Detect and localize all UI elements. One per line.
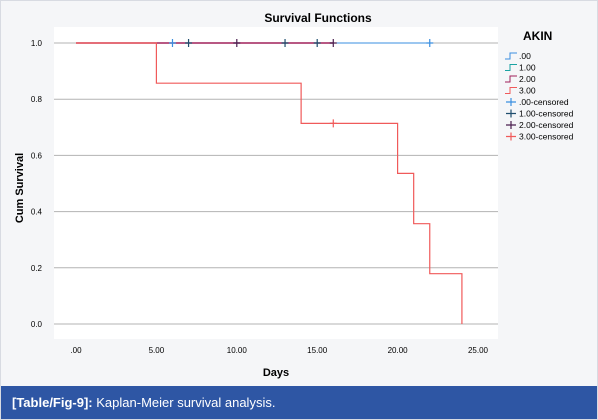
y-tick-label: 1.0 xyxy=(31,39,43,48)
censor-marker xyxy=(329,119,337,128)
legend-swatch xyxy=(506,98,516,106)
legend-label: 3.00-censored xyxy=(519,132,574,142)
legend-label: 3.00 xyxy=(519,86,536,96)
x-tick-labels: .00 5.00 10.00 15.00 20.00 25.00 xyxy=(70,346,488,355)
legend-label: 1.00-censored xyxy=(519,109,574,119)
y-tick-label: 0.4 xyxy=(31,208,43,217)
legend-title: AKIN xyxy=(523,29,552,43)
x-tick-label: .00 xyxy=(70,346,82,355)
x-tick-label: 15.00 xyxy=(307,346,328,355)
legend-label: .00-censored xyxy=(519,97,569,107)
y-axis-label: Cum Survival xyxy=(14,153,26,223)
legend-label: .00 xyxy=(519,51,531,61)
figure-caption: [Table/Fig-9]: Kaplan-Meier survival ana… xyxy=(1,386,597,419)
y-tick-label: 0.2 xyxy=(31,264,43,273)
censor-marker xyxy=(281,39,289,47)
legend-swatch xyxy=(505,87,517,94)
censor-marker xyxy=(185,39,193,47)
plot-area xyxy=(54,27,498,339)
censor-marker xyxy=(329,39,337,47)
y-tick-labels: 0.0 0.2 0.4 0.6 0.8 1.0 xyxy=(31,39,43,329)
y-tick-label: 0.6 xyxy=(31,151,43,160)
y-tick-label: 0.8 xyxy=(31,95,43,104)
caption-text: Kaplan-Meier survival analysis. xyxy=(96,395,276,410)
x-tick-label: 5.00 xyxy=(149,346,165,355)
chart-title: Survival Functions xyxy=(264,11,372,25)
censor-marker xyxy=(233,39,241,47)
legend-label: 1.00 xyxy=(519,63,536,73)
legend-swatch xyxy=(506,109,516,118)
legend-swatch xyxy=(506,121,516,129)
caption-label: [Table/Fig-9]: xyxy=(12,395,93,410)
series-lines xyxy=(76,42,463,324)
legend-swatch xyxy=(505,64,517,71)
series-line xyxy=(76,42,463,324)
legend-label: 2.00 xyxy=(519,74,536,84)
x-tick-label: 25.00 xyxy=(468,346,489,355)
censor-marker xyxy=(426,39,434,47)
survival-chart: Survival Functions 0.0 0.2 0.4 0.6 0.8 1.0 .0… xyxy=(14,11,574,379)
legend-entries: .00 1.002.00 3.00.00-censored 1.00-censored… xyxy=(505,51,574,142)
censor-markers xyxy=(168,39,434,128)
legend-swatch xyxy=(505,75,517,83)
censor-marker xyxy=(313,39,321,47)
x-tick-label: 20.00 xyxy=(388,346,409,355)
legend-label: 2.00-censored xyxy=(519,120,574,130)
censor-marker xyxy=(168,39,176,47)
legend: AKIN .00 1.002.00 3.00.00-censored 1.00-cen… xyxy=(505,29,574,142)
y-tick-label: 0.0 xyxy=(31,320,43,329)
x-axis-label: Days xyxy=(263,367,289,379)
legend-swatch xyxy=(506,132,516,141)
legend-swatch xyxy=(505,52,517,60)
x-tick-label: 10.00 xyxy=(227,346,248,355)
